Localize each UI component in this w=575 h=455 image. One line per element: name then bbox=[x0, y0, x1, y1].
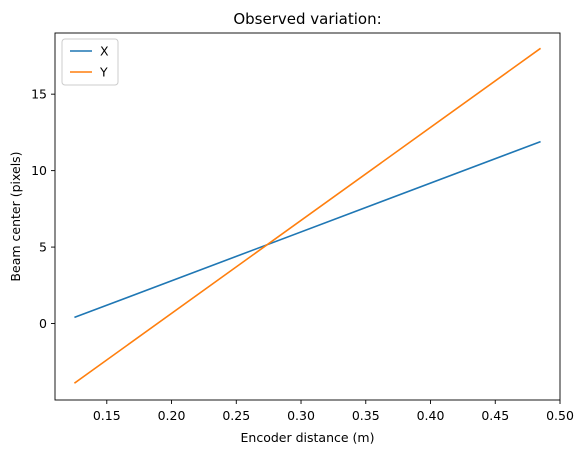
y-axis-label: Beam center (pixels) bbox=[8, 151, 23, 281]
x-tick-label: 0.15 bbox=[93, 408, 121, 423]
x-axis-label: Encoder distance (m) bbox=[241, 430, 375, 445]
x-tick-label: 0.25 bbox=[222, 408, 250, 423]
legend: XY bbox=[61, 38, 119, 86]
plot-frame bbox=[54, 32, 561, 401]
x-tick-label: 0.40 bbox=[417, 408, 445, 423]
x-axis-ticks: 0.15 0.20 0.25 0.30 0.35 0.40 0.45 0.50 bbox=[93, 400, 574, 423]
x-tick-label: 0.35 bbox=[352, 408, 380, 423]
chart-title: Observed variation: bbox=[233, 10, 381, 28]
plot-series-group bbox=[73, 47, 542, 384]
series-line-x bbox=[74, 140, 541, 319]
y-tick-label: 15 bbox=[31, 87, 47, 102]
legend-box bbox=[61, 38, 119, 86]
y-tick-label: 5 bbox=[39, 240, 47, 255]
x-tick-label: 0.20 bbox=[158, 408, 186, 423]
x-tick-label: 0.45 bbox=[481, 408, 509, 423]
y-tick-label: 10 bbox=[31, 163, 47, 178]
y-axis-ticks: 0 5 10 15 bbox=[31, 87, 55, 331]
legend-label: Y bbox=[99, 65, 108, 80]
x-tick-label: 0.30 bbox=[287, 408, 315, 423]
series-line-y bbox=[73, 47, 542, 384]
y-tick-label: 0 bbox=[39, 316, 47, 331]
legend-label: X bbox=[100, 44, 109, 59]
x-tick-label: 0.50 bbox=[546, 408, 574, 423]
